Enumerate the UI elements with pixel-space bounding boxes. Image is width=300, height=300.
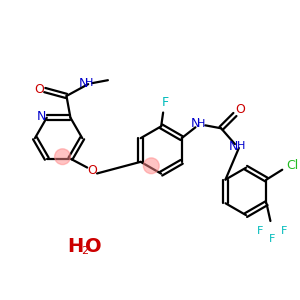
Text: F: F [281,226,287,236]
Text: F: F [257,226,264,236]
Text: N: N [79,77,88,90]
Text: Cl: Cl [286,159,298,172]
Text: O: O [34,82,44,96]
Text: N: N [37,110,46,123]
Text: 2: 2 [81,246,88,256]
Circle shape [55,149,70,165]
Text: N: N [191,117,200,130]
Text: H: H [67,237,83,256]
Text: O: O [87,164,97,177]
Text: N: N [229,140,239,153]
Text: F: F [161,96,169,109]
Text: O: O [235,103,245,116]
Text: O: O [85,237,101,256]
Text: H: H [85,78,93,88]
Text: F: F [269,234,276,244]
Circle shape [143,158,159,174]
Text: H: H [197,119,206,129]
Text: H: H [237,141,245,151]
